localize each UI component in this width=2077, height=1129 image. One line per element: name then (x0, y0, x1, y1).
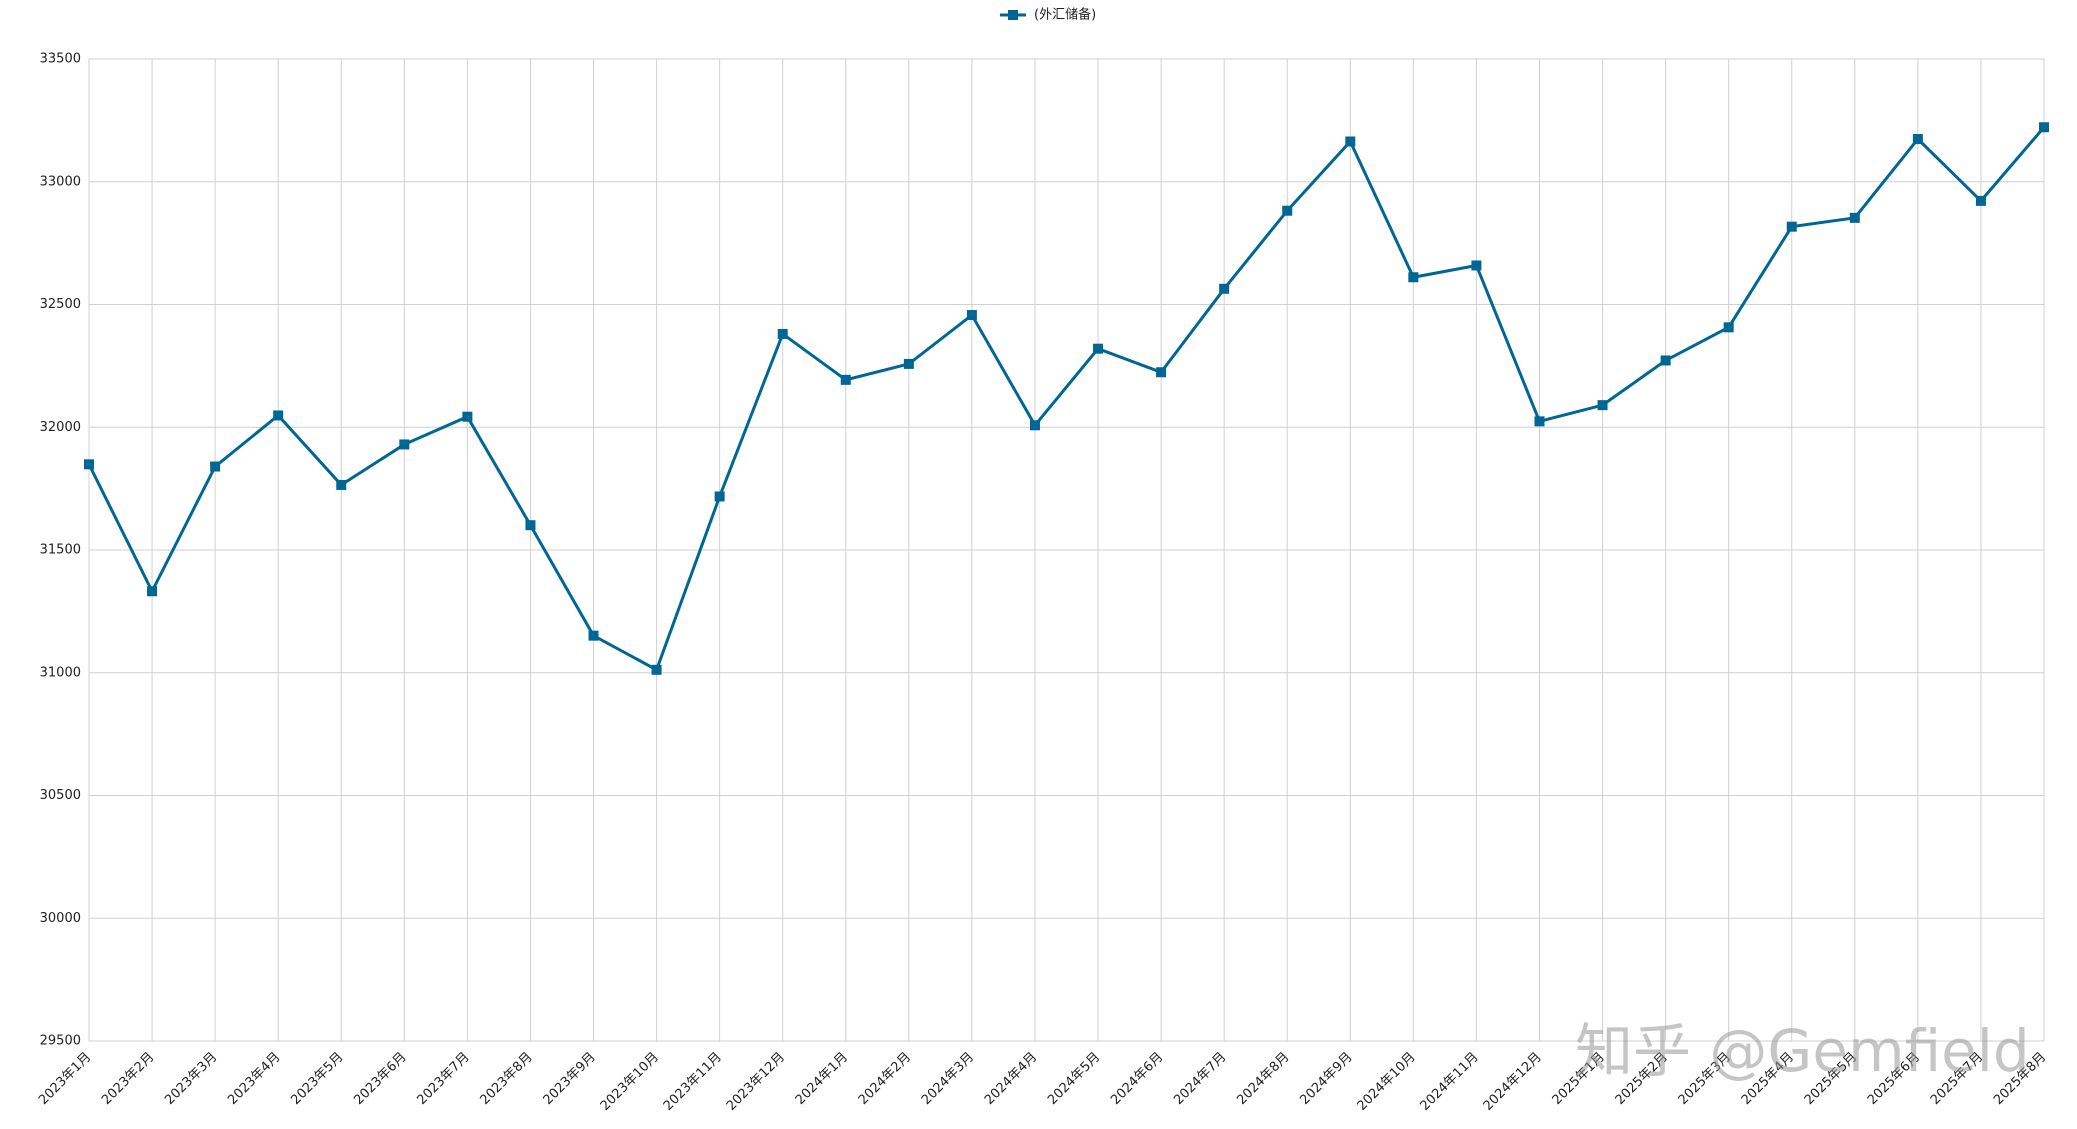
x-tick-label: 2023年10月 (598, 1050, 662, 1114)
x-tick-label: 2023年12月 (724, 1050, 788, 1114)
x-tick-label: 2024年4月 (982, 1050, 1040, 1108)
x-tick-label: 2023年8月 (478, 1050, 536, 1108)
x-tick-label: 2024年8月 (1234, 1050, 1292, 1108)
point (1975, 195, 1986, 206)
point (84, 459, 94, 470)
x-tick-label: 2023年5月 (288, 1050, 346, 1108)
x-tick-label: 2024年9月 (1297, 1050, 1355, 1108)
point (1912, 134, 1923, 145)
x-tick-label: 2023年11月 (661, 1050, 725, 1114)
x-tick-label: 2023年4月 (225, 1050, 283, 1108)
point (840, 374, 851, 385)
point (210, 461, 221, 472)
point (399, 439, 410, 450)
y-tick-label: 30500 (40, 788, 81, 803)
point (1408, 272, 1419, 283)
point (1849, 212, 1860, 223)
series-line (87, 126, 2046, 672)
legend-label: (外汇储备) (1034, 7, 1096, 23)
y-tick-label: 32000 (40, 420, 81, 435)
x-tick-label: 2023年1月 (36, 1050, 94, 1108)
point (777, 328, 788, 339)
legend-marker (1008, 10, 1018, 20)
point (336, 479, 347, 490)
x-tick-label: 2024年3月 (919, 1050, 977, 1108)
y-tick-label: 29500 (40, 1034, 81, 1049)
x-tick-label: 2024年10月 (1355, 1050, 1419, 1114)
x-tick-label: 2023年9月 (541, 1050, 599, 1108)
y-tick-label: 31500 (40, 543, 81, 558)
point (1029, 420, 1040, 431)
point (1282, 205, 1293, 216)
point (966, 310, 977, 321)
x-tick-label: 2023年2月 (99, 1050, 157, 1108)
watermark: 知乎 @Gemfield (1575, 1017, 2030, 1085)
x-tick-label: 2024年7月 (1171, 1050, 1229, 1108)
point (651, 664, 662, 675)
x-tick-label: 2024年11月 (1418, 1050, 1482, 1114)
point (1093, 343, 1104, 354)
point (1723, 322, 1734, 333)
x-tick-label: 2023年7月 (414, 1050, 472, 1108)
point (1219, 283, 1230, 294)
y-tick-label: 33500 (40, 52, 81, 67)
point (588, 630, 599, 641)
point (2039, 122, 2049, 133)
point (1786, 221, 1797, 232)
point (903, 358, 914, 369)
y-tick-label: 31000 (40, 665, 81, 680)
x-tick-label: 2023年6月 (351, 1050, 409, 1108)
point (1345, 136, 1356, 147)
point (1660, 355, 1671, 366)
point (273, 410, 284, 421)
x-tick-label: 2024年6月 (1108, 1050, 1166, 1108)
x-tick-label: 2024年2月 (856, 1050, 914, 1108)
y-tick-label: 32500 (40, 297, 81, 312)
point (1156, 367, 1167, 378)
x-tick-label: 2024年1月 (793, 1050, 851, 1108)
y-tick-label: 30000 (40, 911, 81, 926)
x-tick-label: 2024年12月 (1481, 1050, 1545, 1114)
x-tick-label: 2023年3月 (162, 1050, 220, 1108)
point (147, 586, 158, 597)
point (525, 520, 536, 531)
y-tick-label: 33000 (40, 174, 81, 189)
point (462, 411, 473, 422)
point (1597, 400, 1608, 411)
point (714, 491, 725, 502)
point (1471, 260, 1482, 271)
point (1534, 416, 1545, 427)
x-tick-label: 2024年5月 (1045, 1050, 1103, 1108)
